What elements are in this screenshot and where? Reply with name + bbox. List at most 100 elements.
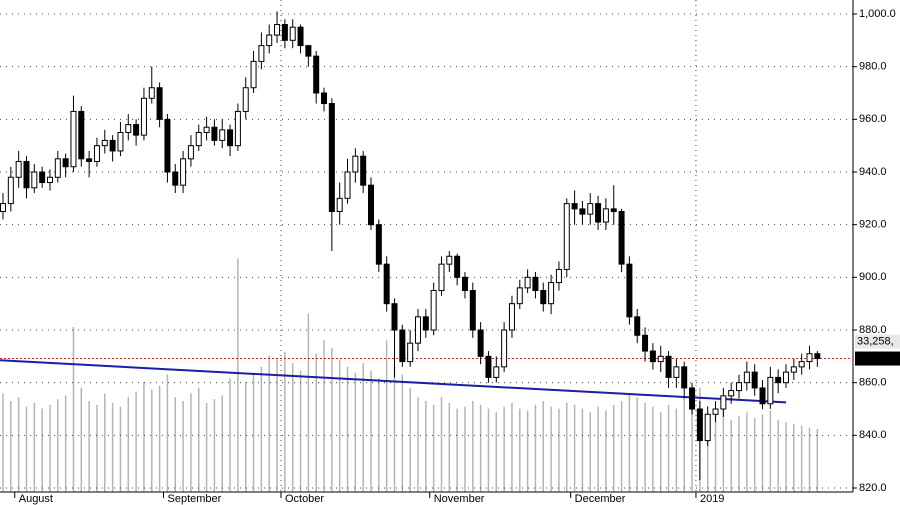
y-tick-label: 940.0 xyxy=(859,166,887,178)
y-tick-label: 1,000.0 xyxy=(859,8,896,20)
candle-body xyxy=(344,171,351,199)
candle-body xyxy=(281,24,288,41)
candle-body xyxy=(587,203,594,215)
candle-body xyxy=(634,316,641,336)
x-tick-label: December xyxy=(575,493,626,505)
candle-body xyxy=(70,110,77,168)
price-label-bg xyxy=(855,351,900,366)
candle-body xyxy=(219,129,226,141)
candle-body xyxy=(501,329,508,368)
y-tick-label: 880.0 xyxy=(859,324,887,336)
candle-body xyxy=(234,110,241,147)
trendline xyxy=(0,359,787,404)
candle-body xyxy=(602,208,609,223)
candle-body xyxy=(493,366,500,378)
x-tick-label: September xyxy=(168,493,222,505)
candle-body xyxy=(524,276,531,289)
candle-body xyxy=(109,139,116,152)
candle-body xyxy=(665,355,672,378)
candle-body xyxy=(759,387,766,405)
candle-body xyxy=(642,334,649,352)
candle-body xyxy=(125,124,132,133)
candle-body xyxy=(391,303,398,331)
candle-body xyxy=(360,155,367,186)
x-tick-label: August xyxy=(19,493,53,505)
candle-body xyxy=(266,34,273,47)
candle-body xyxy=(767,376,774,405)
candle-body xyxy=(696,408,703,442)
candle-body xyxy=(673,366,680,378)
candle-body xyxy=(806,353,813,363)
candle-body xyxy=(336,197,343,212)
candle-body xyxy=(313,55,320,94)
candle-body xyxy=(548,282,555,305)
candle-body xyxy=(657,355,664,363)
candle-body xyxy=(195,132,202,147)
candle-body xyxy=(31,171,38,189)
candle-body xyxy=(258,45,265,62)
candle-body xyxy=(704,413,711,442)
candle-body xyxy=(438,263,445,291)
candle-body xyxy=(814,353,821,360)
candle-body xyxy=(328,103,335,212)
x-tick-label: October xyxy=(285,493,324,505)
candle-body xyxy=(540,290,547,305)
candle-body xyxy=(579,208,586,215)
candle-body xyxy=(461,276,468,292)
candle-body xyxy=(736,382,743,392)
candle-body xyxy=(571,203,578,210)
candle-body xyxy=(180,158,187,186)
candle-body xyxy=(117,132,124,152)
candle-body xyxy=(610,208,617,213)
candle-body xyxy=(305,45,312,57)
candle-body xyxy=(93,145,100,162)
candle-body xyxy=(172,171,179,186)
y-tick-label: 840.0 xyxy=(859,429,887,441)
candle-body xyxy=(790,366,797,373)
candle-body xyxy=(477,329,484,357)
candle-body xyxy=(250,60,257,89)
y-tick-label: 920.0 xyxy=(859,219,887,231)
candle-body xyxy=(375,224,382,265)
y-tick-label: 900.0 xyxy=(859,271,887,283)
y-tick-label: 820.0 xyxy=(859,482,887,494)
candle-body xyxy=(469,290,476,331)
candle-body xyxy=(532,276,539,292)
candle-body xyxy=(274,24,281,36)
candle-body xyxy=(446,255,453,265)
candle-body xyxy=(164,118,171,173)
candle-body xyxy=(383,263,390,305)
candle-body xyxy=(414,316,421,344)
candle-body xyxy=(720,395,727,410)
candle-body xyxy=(516,287,523,305)
price-label: 869.16 xyxy=(857,352,891,364)
candle-body xyxy=(352,155,359,173)
candle-body xyxy=(227,129,234,147)
candle-body xyxy=(689,387,696,410)
candle-body xyxy=(712,408,719,415)
candle-body xyxy=(133,124,140,136)
candle-body xyxy=(743,371,750,384)
candle-body xyxy=(54,158,61,178)
candle-body xyxy=(728,390,735,397)
candle-body xyxy=(23,160,30,189)
candle-body xyxy=(78,110,85,160)
candle-body xyxy=(140,97,147,136)
candle-body xyxy=(508,303,515,331)
candle-body xyxy=(203,126,210,133)
y-tick-label: 980.0 xyxy=(859,61,887,73)
candle-body xyxy=(62,158,69,168)
volume-label: 33,258, xyxy=(857,335,894,347)
x-tick-label: 2019 xyxy=(700,493,724,505)
volume-label-bg xyxy=(855,334,900,349)
candle-body xyxy=(775,376,782,384)
candle-body xyxy=(211,126,218,141)
candle-body xyxy=(156,87,163,120)
candle-body xyxy=(368,184,375,226)
candle-body xyxy=(783,371,789,384)
candle-body xyxy=(430,290,437,331)
candle-body xyxy=(187,145,194,160)
candle-body xyxy=(242,87,249,112)
candle-body xyxy=(649,350,656,363)
